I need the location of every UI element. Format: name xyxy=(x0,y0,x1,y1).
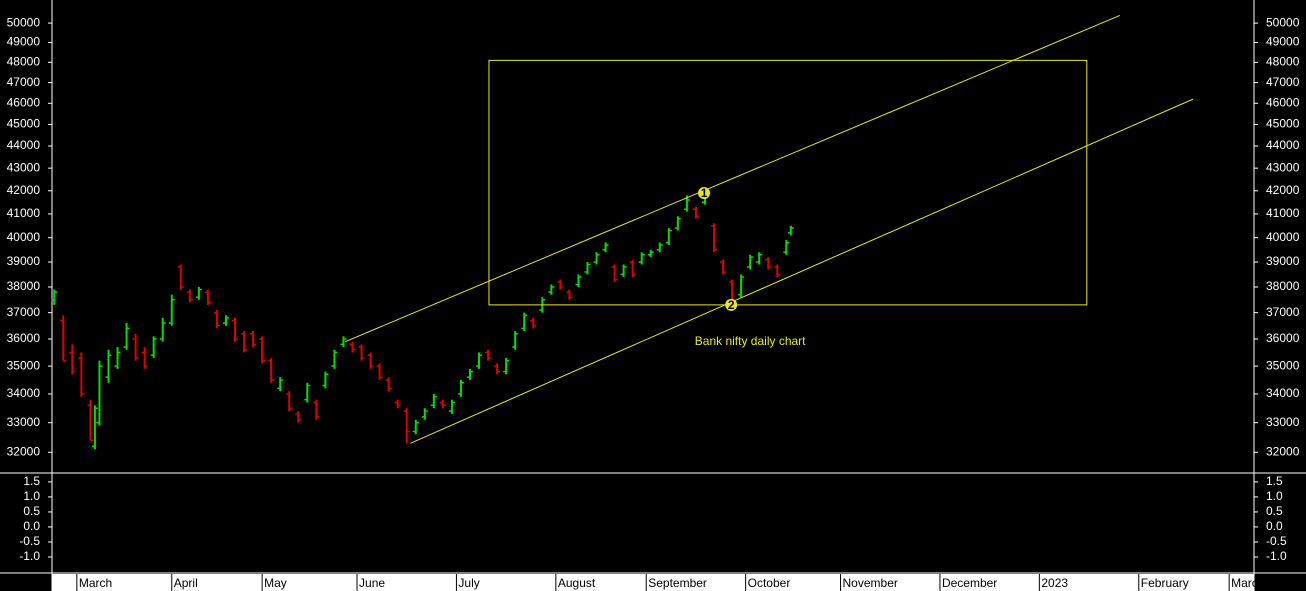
y2-tick-label: 43000 xyxy=(1266,160,1300,174)
y2-tick-label: 50000 xyxy=(1266,15,1300,29)
y2-tick-label: 48000 xyxy=(1266,55,1300,69)
y-tick-label: 37000 xyxy=(7,305,41,319)
x-tick-label: August xyxy=(558,576,596,590)
y2-tick-label: 42000 xyxy=(1266,183,1300,197)
y-tick-label: 47000 xyxy=(7,75,41,89)
y-tick-label: 34000 xyxy=(7,386,41,400)
y-tick-label: 40000 xyxy=(7,230,41,244)
y-tick-label: 43000 xyxy=(7,160,41,174)
x-tick-label: October xyxy=(748,576,791,590)
y-tick-label: 41000 xyxy=(7,206,41,220)
x-tick-label: February xyxy=(1141,576,1189,590)
y2-tick-label: 46000 xyxy=(1266,95,1300,109)
y2-tick-label: 33000 xyxy=(1266,415,1300,429)
y2-tick-label: 38000 xyxy=(1266,279,1300,293)
y-tick-label: 39000 xyxy=(7,254,41,268)
y2-tick-label: 40000 xyxy=(1266,230,1300,244)
annotation: Bank nifty daily chart xyxy=(695,334,806,348)
wave-point-label: 1 xyxy=(701,186,708,200)
y2-tick-label: -0.5 xyxy=(1266,534,1287,548)
y-tick-label: 0.0 xyxy=(23,519,40,533)
y-tick-label: 0.5 xyxy=(23,504,40,518)
y-tick-label: 33000 xyxy=(7,415,41,429)
y2-tick-label: 47000 xyxy=(1266,75,1300,89)
y2-tick-label: 36000 xyxy=(1266,331,1300,345)
y2-tick-label: 39000 xyxy=(1266,254,1300,268)
y2-tick-label: 35000 xyxy=(1266,358,1300,372)
y-tick-label: 32000 xyxy=(7,444,41,458)
y2-tick-label: 44000 xyxy=(1266,138,1300,152)
x-tick-label: July xyxy=(458,576,479,590)
y-tick-label: 44000 xyxy=(7,138,41,152)
y-tick-label: 35000 xyxy=(7,358,41,372)
y2-tick-label: 45000 xyxy=(1266,117,1300,131)
y-tick-label: 38000 xyxy=(7,279,41,293)
x-tick-label: May xyxy=(264,576,287,590)
y-tick-label: 1.5 xyxy=(23,474,40,488)
wave-point xyxy=(725,298,738,311)
y-tick-label: -1.0 xyxy=(19,549,40,563)
date-axis-strip xyxy=(52,574,1254,591)
x-tick-label: 2023 xyxy=(1041,576,1068,590)
x-tick-label: December xyxy=(942,576,997,590)
y-tick-label: 45000 xyxy=(7,117,41,131)
y2-tick-label: 49000 xyxy=(1266,35,1300,49)
y2-tick-label: 1.0 xyxy=(1266,489,1283,503)
x-tick-label: June xyxy=(359,576,385,590)
trendline xyxy=(410,98,1194,444)
y-tick-label: 50000 xyxy=(7,15,41,29)
trendline xyxy=(345,14,1120,343)
y-tick-label: 46000 xyxy=(7,95,41,109)
y-tick-label: 42000 xyxy=(7,183,41,197)
y2-tick-label: 34000 xyxy=(1266,386,1300,400)
y2-tick-label: 41000 xyxy=(1266,206,1300,220)
wave-point-label: 2 xyxy=(728,298,735,312)
x-tick-label: April xyxy=(174,576,198,590)
y-tick-label: -0.5 xyxy=(19,534,40,548)
x-tick-label: March xyxy=(79,576,112,590)
y2-tick-label: 0.0 xyxy=(1266,519,1283,533)
y-tick-label: 48000 xyxy=(7,55,41,69)
y2-tick-label: 1.5 xyxy=(1266,474,1283,488)
y2-tick-label: 0.5 xyxy=(1266,504,1283,518)
target-box xyxy=(488,59,1088,306)
y-tick-label: 1.0 xyxy=(23,489,40,503)
wave-point xyxy=(698,187,711,200)
y2-tick-label: 37000 xyxy=(1266,305,1300,319)
y2-tick-label: 32000 xyxy=(1266,444,1300,458)
y2-tick-label: -1.0 xyxy=(1266,549,1287,563)
x-tick-label: November xyxy=(843,576,898,590)
y-tick-label: 36000 xyxy=(7,331,41,345)
x-tick-label: March xyxy=(1231,576,1264,590)
x-tick-label: September xyxy=(648,576,707,590)
y-tick-label: 49000 xyxy=(7,35,41,49)
